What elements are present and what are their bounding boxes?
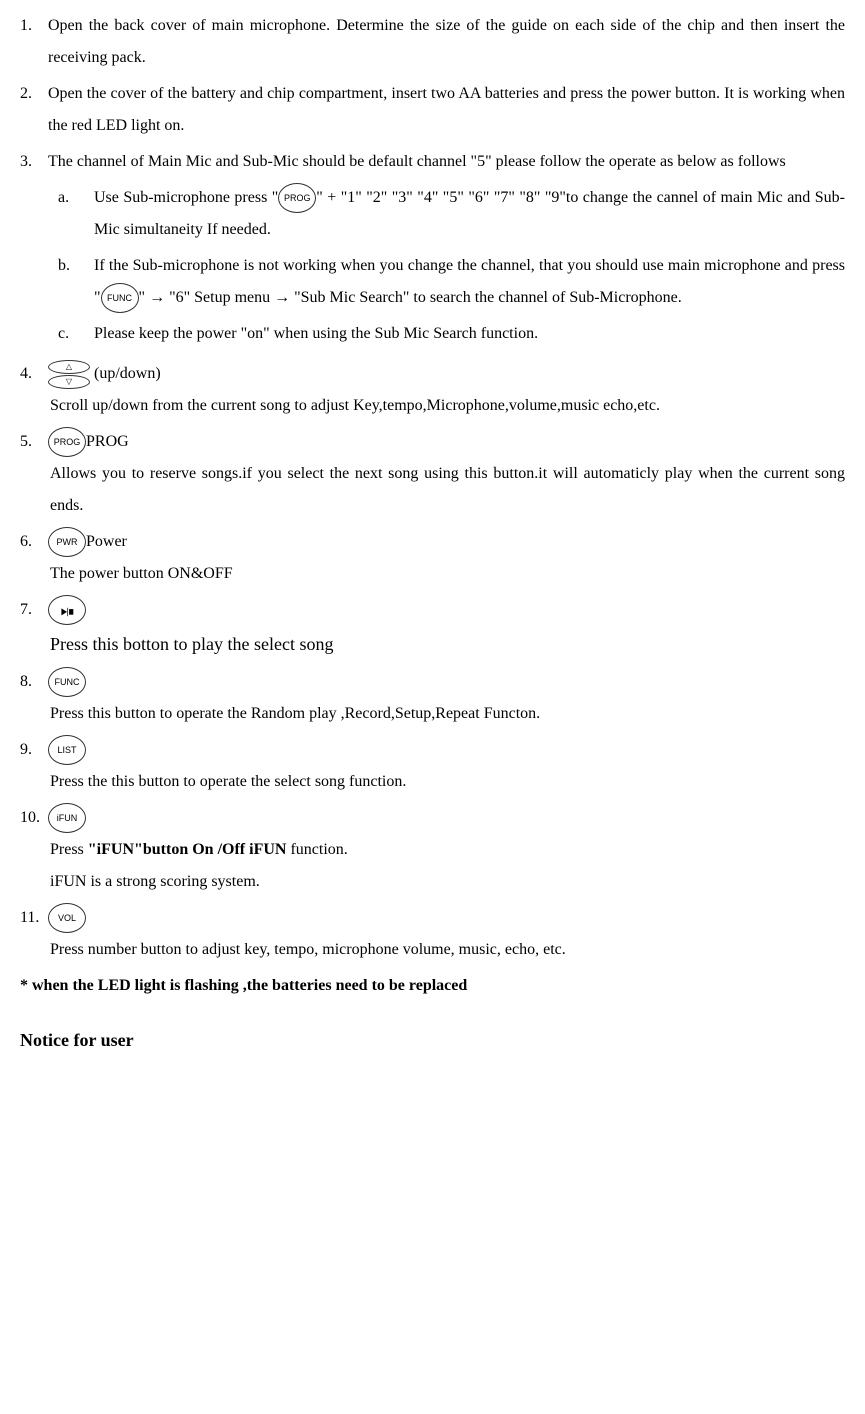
item-content: PWRPower The power button ON&OFF bbox=[48, 526, 845, 590]
prog-icon: PROG bbox=[278, 183, 316, 213]
item-content: The channel of Main Mic and Sub-Mic shou… bbox=[48, 146, 845, 354]
list-item-4: 4. △ ▽ (up/down) Scroll up/down from the… bbox=[20, 358, 845, 422]
item-content: VOL Press number button to adjust key, t… bbox=[48, 902, 845, 966]
item-number: 1. bbox=[20, 10, 48, 74]
item-content: LIST Press the this button to operate th… bbox=[48, 734, 845, 798]
item-number: 10. bbox=[20, 802, 48, 898]
sub-item-a: a. Use Sub-microphone press "PROG" + "1"… bbox=[58, 182, 845, 246]
item-desc2: iFUN is a strong scoring system. bbox=[48, 866, 845, 898]
item-desc: Press this button to operate the Random … bbox=[48, 698, 845, 730]
sub-letter: a. bbox=[58, 182, 94, 246]
list-item-1: 1. Open the back cover of main microphon… bbox=[20, 10, 845, 74]
item-content: FUNC Press this button to operate the Ra… bbox=[48, 666, 845, 730]
sub-letter: b. bbox=[58, 250, 94, 314]
list-item-5: 5. PROGPROG Allows you to reserve songs.… bbox=[20, 426, 845, 522]
list-item-9: 9. LIST Press the this button to operate… bbox=[20, 734, 845, 798]
item-desc: Press the this button to operate the sel… bbox=[48, 766, 845, 798]
item-number: 5. bbox=[20, 426, 48, 522]
sub-list: a. Use Sub-microphone press "PROG" + "1"… bbox=[48, 182, 845, 350]
sub-text: Use Sub-microphone press "PROG" + "1" "2… bbox=[94, 182, 845, 246]
item-text: Open the cover of the battery and chip c… bbox=[48, 78, 845, 142]
item-content: Press this botton to play the select son… bbox=[48, 594, 845, 662]
item-label: Power bbox=[86, 533, 127, 550]
sub-letter: c. bbox=[58, 318, 94, 350]
list-item-11: 11. VOL Press number button to adjust ke… bbox=[20, 902, 845, 966]
updown-icon: △ ▽ bbox=[48, 359, 90, 390]
ifun-icon: iFUN bbox=[48, 803, 86, 833]
item-desc: Press "iFUN"button On /Off iFUN function… bbox=[48, 834, 845, 866]
item-text: Open the back cover of main microphone. … bbox=[48, 10, 845, 74]
item-number: 11. bbox=[20, 902, 48, 966]
item-content: iFUN Press "iFUN"button On /Off iFUN fun… bbox=[48, 802, 845, 898]
item-number: 4. bbox=[20, 358, 48, 422]
sub-text: If the Sub-microphone is not working whe… bbox=[94, 250, 845, 314]
item-desc: Allows you to reserve songs.if you selec… bbox=[48, 458, 845, 522]
list-item-10: 10. iFUN Press "iFUN"button On /Off iFUN… bbox=[20, 802, 845, 898]
sub-item-b: b. If the Sub-microphone is not working … bbox=[58, 250, 845, 314]
pwr-icon: PWR bbox=[48, 527, 86, 557]
list-item-2: 2. Open the cover of the battery and chi… bbox=[20, 78, 845, 142]
item-number: 9. bbox=[20, 734, 48, 798]
sub-text: Please keep the power "on" when using th… bbox=[94, 318, 845, 350]
item-desc: Scroll up/down from the current song to … bbox=[48, 390, 845, 422]
instruction-list: 1. Open the back cover of main microphon… bbox=[20, 10, 845, 966]
item-content: △ ▽ (up/down) Scroll up/down from the cu… bbox=[48, 358, 845, 422]
item-number: 8. bbox=[20, 666, 48, 730]
list-item-8: 8. FUNC Press this button to operate the… bbox=[20, 666, 845, 730]
item-number: 6. bbox=[20, 526, 48, 590]
playstop-icon bbox=[48, 595, 86, 625]
item-desc: Press this botton to play the select son… bbox=[48, 626, 845, 662]
item-number: 7. bbox=[20, 594, 48, 662]
item-number: 3. bbox=[20, 146, 48, 354]
item-desc: The power button ON&OFF bbox=[48, 558, 845, 590]
list-icon: LIST bbox=[48, 735, 86, 765]
item-desc: Press number button to adjust key, tempo… bbox=[48, 934, 845, 966]
item-title: (up/down) bbox=[94, 365, 161, 382]
list-item-7: 7. Press this botton to play the select … bbox=[20, 594, 845, 662]
item-number: 2. bbox=[20, 78, 48, 142]
vol-icon: VOL bbox=[48, 903, 86, 933]
func-icon: FUNC bbox=[48, 667, 86, 697]
list-item-6: 6. PWRPower The power button ON&OFF bbox=[20, 526, 845, 590]
footer-note: * when the LED light is flashing ,the ba… bbox=[20, 970, 845, 1002]
prog-icon: PROG bbox=[48, 427, 86, 457]
func-icon: FUNC bbox=[101, 283, 139, 313]
item-label: PROG bbox=[86, 433, 129, 450]
notice-heading: Notice for user bbox=[20, 1022, 845, 1058]
item-content: PROGPROG Allows you to reserve songs.if … bbox=[48, 426, 845, 522]
item-text: The channel of Main Mic and Sub-Mic shou… bbox=[48, 153, 786, 170]
list-item-3: 3. The channel of Main Mic and Sub-Mic s… bbox=[20, 146, 845, 354]
sub-item-c: c. Please keep the power "on" when using… bbox=[58, 318, 845, 350]
